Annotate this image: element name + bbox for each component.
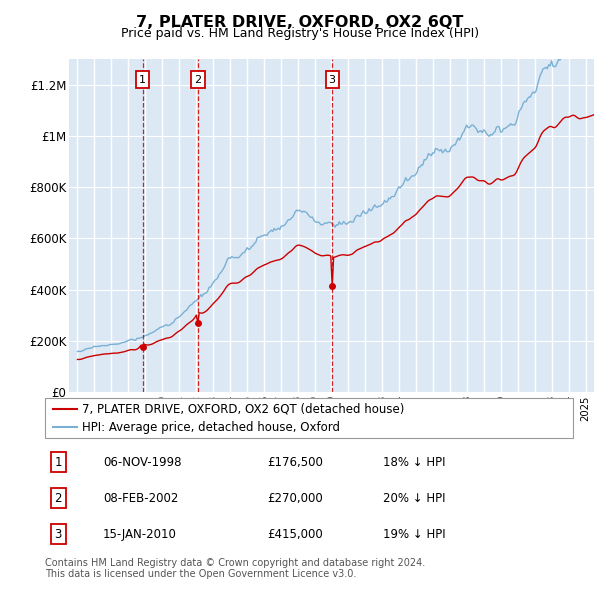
Text: 1: 1 — [55, 455, 62, 468]
Text: 20% ↓ HPI: 20% ↓ HPI — [383, 491, 445, 504]
Text: 19% ↓ HPI: 19% ↓ HPI — [383, 527, 446, 540]
Text: 2: 2 — [55, 491, 62, 504]
Text: 7, PLATER DRIVE, OXFORD, OX2 6QT (detached house): 7, PLATER DRIVE, OXFORD, OX2 6QT (detach… — [82, 402, 404, 415]
Text: 06-NOV-1998: 06-NOV-1998 — [103, 455, 182, 468]
Text: 15-JAN-2010: 15-JAN-2010 — [103, 527, 177, 540]
Text: 2: 2 — [194, 74, 202, 84]
Text: 08-FEB-2002: 08-FEB-2002 — [103, 491, 178, 504]
Text: 1: 1 — [139, 74, 146, 84]
Text: 3: 3 — [329, 74, 335, 84]
Text: £270,000: £270,000 — [267, 491, 323, 504]
Text: HPI: Average price, detached house, Oxford: HPI: Average price, detached house, Oxfo… — [82, 421, 340, 434]
Text: 3: 3 — [55, 527, 62, 540]
Text: 7, PLATER DRIVE, OXFORD, OX2 6QT: 7, PLATER DRIVE, OXFORD, OX2 6QT — [136, 15, 464, 30]
Text: £176,500: £176,500 — [267, 455, 323, 468]
Text: £415,000: £415,000 — [267, 527, 323, 540]
FancyBboxPatch shape — [45, 398, 573, 438]
Text: Price paid vs. HM Land Registry's House Price Index (HPI): Price paid vs. HM Land Registry's House … — [121, 27, 479, 40]
Text: Contains HM Land Registry data © Crown copyright and database right 2024.
This d: Contains HM Land Registry data © Crown c… — [45, 558, 425, 579]
Text: 18% ↓ HPI: 18% ↓ HPI — [383, 455, 445, 468]
